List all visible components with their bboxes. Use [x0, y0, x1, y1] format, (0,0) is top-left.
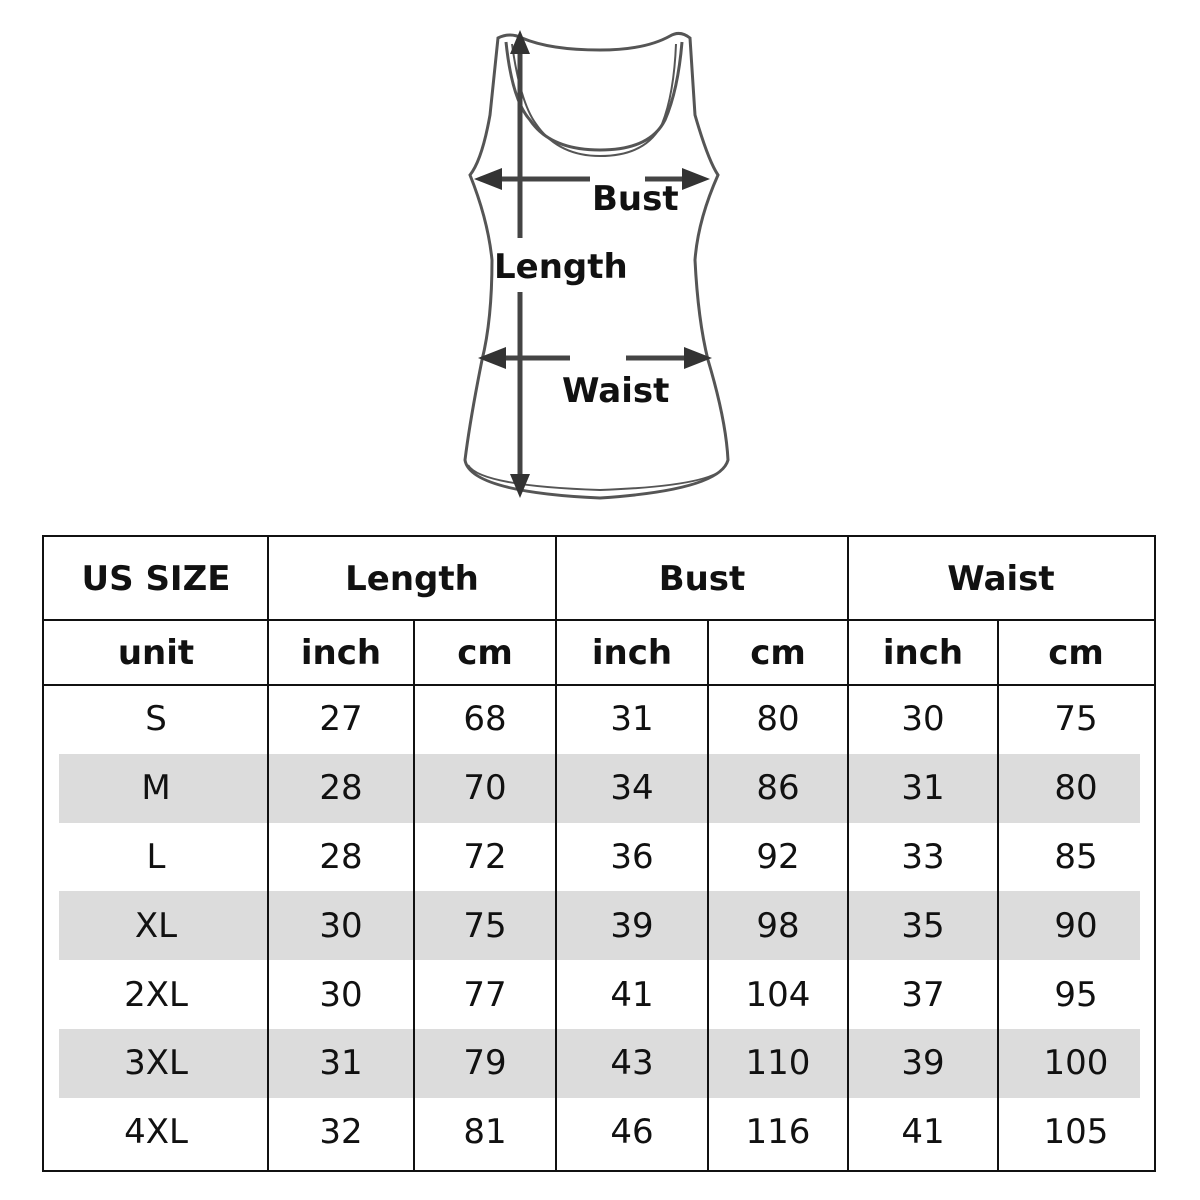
value-cell: 100: [1043, 1043, 1109, 1084]
length-label: Length: [494, 247, 628, 287]
unit-cell: inch: [591, 632, 673, 673]
row-stripe: [59, 753, 1140, 823]
value-cell: 90: [1054, 905, 1098, 946]
value-cell: 30: [319, 974, 363, 1015]
value-cell: 39: [610, 905, 654, 946]
unit-cell: unit: [117, 632, 195, 673]
unit-cell: cm: [1048, 632, 1104, 673]
table-row: S 27 68 31 80 30 75: [44, 685, 1154, 754]
value-cell: 37: [901, 974, 945, 1015]
tank-top-diagram: Bust Length Waist: [463, 30, 730, 500]
value-cell: 31: [319, 1043, 363, 1084]
value-cell: 31: [901, 768, 945, 809]
value-cell: 41: [901, 1112, 945, 1153]
value-cell: 34: [610, 768, 654, 809]
row-stripe: [59, 891, 1140, 961]
value-cell: 39: [901, 1043, 945, 1084]
row-divider: [44, 684, 1154, 686]
table-row: M 28 70 34 86 31 80: [44, 753, 1154, 823]
value-cell: 110: [745, 1043, 811, 1084]
value-cell: 70: [463, 768, 507, 809]
column-divider: [847, 537, 849, 1170]
table-row: 2XL 30 77 41 104 37 95: [44, 960, 1154, 1029]
value-cell: 72: [463, 836, 507, 877]
value-cell: 35: [901, 905, 945, 946]
size-cell: 3XL: [124, 1043, 188, 1084]
value-cell: 104: [745, 974, 811, 1015]
header-group: Waist: [947, 558, 1055, 599]
header-group: Bust: [658, 558, 746, 599]
header-size: US SIZE: [81, 558, 231, 599]
row-stripe: [59, 1029, 1140, 1098]
header-group: Length: [345, 558, 479, 599]
value-cell: 80: [756, 699, 800, 740]
value-cell: 95: [1054, 974, 1098, 1015]
value-cell: 105: [1043, 1112, 1109, 1153]
column-divider: [413, 620, 415, 1170]
table-row: XL 30 75 39 98 35 90: [44, 891, 1154, 961]
value-cell: 98: [756, 905, 800, 946]
value-cell: 28: [319, 768, 363, 809]
table-row: 3XL 31 79 43 110 39 100: [44, 1029, 1154, 1098]
value-cell: 30: [901, 699, 945, 740]
value-cell: 43: [610, 1043, 654, 1084]
units-row: unit inch cm inch cm inch cm: [44, 620, 1154, 685]
value-cell: 28: [319, 836, 363, 877]
value-cell: 33: [901, 836, 945, 877]
column-divider: [555, 537, 557, 1170]
value-cell: 36: [610, 836, 654, 877]
value-cell: 75: [463, 905, 507, 946]
size-cell: M: [141, 768, 171, 809]
unit-cell: cm: [457, 632, 513, 673]
value-cell: 30: [319, 905, 363, 946]
value-cell: 85: [1054, 836, 1098, 877]
size-cell: XL: [134, 905, 178, 946]
value-cell: 32: [319, 1112, 363, 1153]
value-cell: 80: [1054, 768, 1098, 809]
table-row: 4XL 32 81 46 116 41 105: [44, 1098, 1154, 1167]
unit-cell: inch: [882, 632, 964, 673]
value-cell: 92: [756, 836, 800, 877]
value-cell: 41: [610, 974, 654, 1015]
value-cell: 46: [610, 1112, 654, 1153]
column-divider: [707, 620, 709, 1170]
value-cell: 86: [756, 768, 800, 809]
unit-cell: cm: [750, 632, 806, 673]
waist-label: Waist: [562, 371, 669, 411]
value-cell: 68: [463, 699, 507, 740]
size-cell: L: [146, 836, 166, 877]
value-cell: 75: [1054, 699, 1098, 740]
tank-outline: [463, 31, 730, 500]
header-row: US SIZE Length Bust Waist: [44, 537, 1154, 620]
value-cell: 77: [463, 974, 507, 1015]
size-cell: 2XL: [124, 974, 188, 1015]
size-cell: 4XL: [124, 1112, 188, 1153]
row-divider: [44, 619, 1154, 621]
value-cell: 79: [463, 1043, 507, 1084]
column-divider: [997, 620, 999, 1170]
value-cell: 27: [319, 699, 363, 740]
value-cell: 81: [463, 1112, 507, 1153]
unit-cell: inch: [300, 632, 382, 673]
bust-label: Bust: [592, 179, 679, 219]
value-cell: 116: [745, 1112, 811, 1153]
table-row: L 28 72 36 92 33 85: [44, 823, 1154, 892]
size-chart-table: US SIZE Length Bust Waist unit inch cm inch cm in…: [42, 535, 1156, 1172]
column-divider: [267, 537, 269, 1170]
size-cell: S: [145, 699, 167, 740]
value-cell: 31: [610, 699, 654, 740]
